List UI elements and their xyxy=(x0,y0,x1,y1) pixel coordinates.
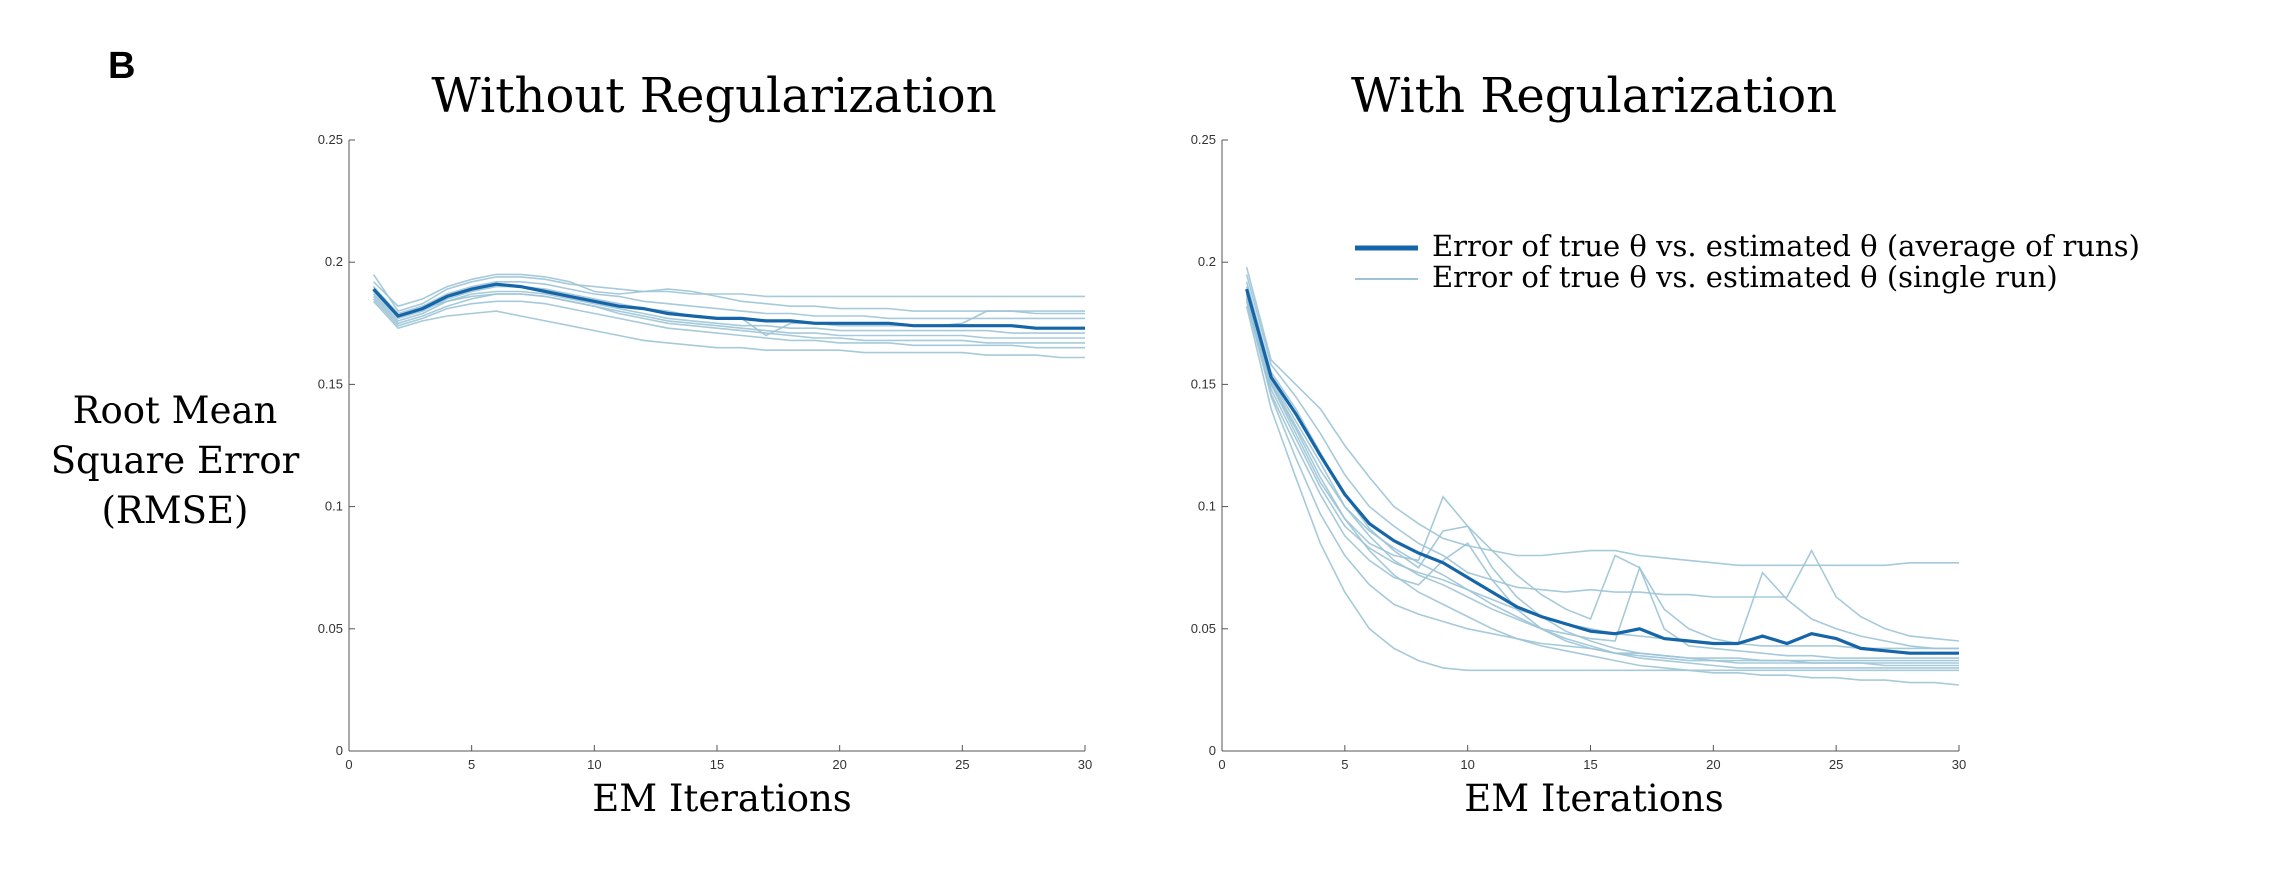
y-tick-label: 0.15 xyxy=(1191,376,1216,391)
single-run-line-8 xyxy=(1245,301,1959,667)
single-run-line-8 xyxy=(372,298,1085,349)
single-run-line-7 xyxy=(1245,298,1959,664)
x-tick-label: 15 xyxy=(1583,757,1597,772)
single-run-line-9 xyxy=(1245,306,1959,672)
y-axis-label-line-1: Root Mean xyxy=(73,389,278,432)
y-tick-label: 0 xyxy=(1209,743,1216,758)
x-tick-label: 15 xyxy=(710,757,724,772)
single-run-line-3 xyxy=(1245,281,1959,650)
y-tick-label: 0 xyxy=(336,743,343,758)
y-tick-label: 0.2 xyxy=(325,254,343,269)
x-tick-label: 20 xyxy=(1706,757,1720,772)
y-tick-label: 0.25 xyxy=(1191,132,1216,147)
single-run-line-5 xyxy=(1245,291,1959,662)
chart-with-regularization: With Regularization EM Iterations 00.050… xyxy=(1191,68,1967,820)
x-tick-label: 10 xyxy=(587,757,601,772)
single-run-line-5 xyxy=(372,290,1085,334)
x-tick-label: 5 xyxy=(1341,757,1348,772)
x-axis-label-left: EM Iterations xyxy=(592,777,852,820)
x-tick-label: 25 xyxy=(955,757,969,772)
x-tick-label: 0 xyxy=(345,757,352,772)
plot-area-right: 0 0.05 0.1 0.15 0.2 0.25 0 5 10 15 20 25 30 xyxy=(1191,132,1967,772)
y-tick-label: 0.25 xyxy=(318,132,343,147)
single-run-line-11 xyxy=(1245,288,1959,669)
y-axis-label-line-2: Square Error xyxy=(51,439,300,482)
y-tick-label: 0.05 xyxy=(318,621,343,636)
panel-label: B xyxy=(108,45,135,87)
y-axis-label-line-3: (RMSE) xyxy=(102,489,249,532)
average-line xyxy=(372,282,1085,330)
x-axis-label-right: EM Iterations xyxy=(1464,777,1724,820)
single-run-line-2 xyxy=(372,273,1085,312)
single-run-line-1 xyxy=(372,273,1085,313)
chart-without-regularization: Without Regularization EM Iterations 0 0.… xyxy=(318,68,1093,820)
x-tick-label: 30 xyxy=(1078,757,1092,772)
x-tick-label: 0 xyxy=(1218,757,1225,772)
y-tick-label: 0.15 xyxy=(318,376,343,391)
x-tick-label: 10 xyxy=(1460,757,1474,772)
x-tick-label: 20 xyxy=(832,757,846,772)
single-run-line-2 xyxy=(1245,274,1960,642)
legend-single-label: Error of true θ vs. estimated θ (single … xyxy=(1432,260,2058,294)
x-tick-label: 5 xyxy=(468,757,475,772)
legend-average-label: Error of true θ vs. estimated θ (average… xyxy=(1432,229,2140,263)
x-tick-label: 25 xyxy=(1829,757,1843,772)
y-tick-label: 0.2 xyxy=(1198,254,1216,269)
legend: Error of true θ vs. estimated θ (average… xyxy=(1355,229,2140,294)
single-run-line-9 xyxy=(372,300,1085,359)
single-run-line-6 xyxy=(1245,296,1959,650)
chart-title-left: Without Regularization xyxy=(431,68,996,124)
single-run-line-7 xyxy=(372,286,1085,344)
y-tick-label: 0.05 xyxy=(1191,621,1216,636)
single-run-line-1 xyxy=(1245,266,1959,567)
single-run-line-10 xyxy=(1245,293,1960,686)
plot-area-left: 0 0.05 0.1 0.15 0.2 0.25 0 5 10 15 20 25 30 xyxy=(318,132,1093,772)
chart-title-right: With Regularization xyxy=(1351,68,1837,124)
y-tick-label: 0.1 xyxy=(325,499,343,514)
average-line xyxy=(1245,288,1959,655)
y-tick-label: 0.1 xyxy=(1198,499,1216,514)
x-tick-label: 30 xyxy=(1952,757,1966,772)
single-run-line-4 xyxy=(1245,286,1959,659)
single-run-line-3 xyxy=(372,280,1085,320)
